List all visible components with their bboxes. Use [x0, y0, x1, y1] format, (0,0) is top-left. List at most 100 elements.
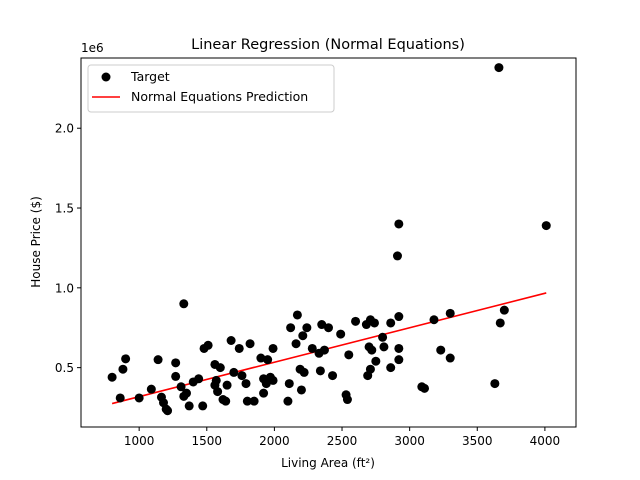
data-point — [286, 323, 296, 333]
data-point — [211, 375, 221, 385]
x-tick-label: 2000 — [259, 434, 290, 448]
data-point — [179, 299, 189, 309]
data-point — [249, 396, 259, 406]
data-point — [394, 312, 404, 322]
data-point — [319, 345, 329, 355]
data-point — [490, 379, 500, 389]
data-point — [494, 63, 504, 73]
data-point — [495, 318, 505, 328]
data-point — [394, 355, 404, 365]
data-point — [237, 371, 247, 381]
data-point — [283, 396, 293, 406]
data-point — [429, 315, 439, 325]
legend-prediction-label: Normal Equations Prediction — [131, 89, 308, 104]
data-point — [242, 396, 252, 406]
plot-area — [81, 58, 576, 427]
data-point — [324, 323, 333, 333]
legend-box — [87, 64, 335, 113]
data-point — [171, 358, 181, 368]
data-point — [369, 318, 379, 328]
data-point — [386, 363, 396, 373]
data-point — [234, 343, 244, 353]
data-point — [386, 318, 396, 328]
data-point — [261, 379, 271, 389]
y-tick-label: 1.0 — [55, 281, 74, 295]
x-axis-label: Living Area (ft²) — [281, 456, 375, 470]
x-tick-label: 2500 — [327, 434, 358, 448]
data-point — [221, 396, 231, 406]
data-point — [292, 310, 302, 320]
legend-target-marker — [101, 72, 111, 82]
data-point — [420, 383, 430, 393]
data-point — [342, 395, 352, 405]
data-point — [541, 221, 551, 231]
data-point — [256, 353, 266, 363]
data-point — [163, 406, 173, 416]
data-point — [296, 385, 306, 395]
data-point — [241, 379, 251, 389]
data-point — [328, 371, 338, 381]
y-tick-label: 0.5 — [55, 361, 74, 375]
legend-target-label: Target — [130, 69, 170, 84]
y-axis-offset-label: 1e6 — [81, 41, 104, 55]
data-point — [107, 372, 117, 382]
data-point — [263, 355, 273, 365]
data-point — [298, 331, 308, 341]
data-point — [222, 380, 232, 390]
data-point — [302, 323, 312, 333]
data-point — [245, 339, 255, 349]
data-point — [198, 401, 208, 411]
x-tick-label: 4000 — [530, 434, 561, 448]
x-tick-label: 3000 — [394, 434, 425, 448]
data-point — [153, 355, 163, 365]
y-tick-label: 2.0 — [55, 122, 74, 136]
data-point — [436, 345, 446, 355]
legend: Target Normal Equations Prediction — [87, 64, 335, 113]
data-point — [367, 345, 377, 355]
data-point — [499, 305, 509, 315]
scatter-points-layer — [107, 63, 551, 416]
data-point — [181, 388, 191, 398]
data-point — [307, 343, 317, 353]
data-point — [291, 339, 301, 349]
data-point — [268, 343, 278, 353]
y-axis-label: House Price ($) — [29, 196, 43, 288]
data-point — [284, 379, 294, 389]
data-point — [259, 388, 269, 398]
data-point — [392, 251, 402, 261]
x-tick-label: 3500 — [462, 434, 493, 448]
data-point — [226, 336, 236, 345]
data-point — [115, 393, 125, 403]
data-point — [336, 329, 346, 339]
data-point — [371, 356, 381, 366]
data-point — [365, 364, 375, 374]
data-point — [445, 308, 455, 318]
x-tick-label: 1500 — [192, 434, 223, 448]
data-point — [299, 367, 309, 377]
data-point — [194, 374, 204, 384]
data-point — [317, 320, 327, 330]
data-point — [394, 343, 404, 353]
data-point — [268, 375, 278, 385]
x-tick-label: 1000 — [124, 434, 155, 448]
data-point — [121, 354, 131, 364]
data-point — [394, 219, 404, 229]
data-point — [215, 363, 225, 373]
data-point — [171, 371, 181, 381]
axis-ticks: 1000 1500 2000 2500 3000 3500 4000 0.5 1.0 1.5 2.0 — [55, 122, 560, 448]
data-point — [344, 350, 354, 360]
chart-title: Linear Regression (Normal Equations) — [191, 37, 465, 53]
data-point — [445, 353, 455, 363]
data-point — [146, 384, 156, 394]
data-point — [176, 382, 186, 392]
data-point — [379, 342, 389, 352]
data-point — [184, 401, 194, 411]
data-point — [315, 366, 325, 376]
data-point — [229, 367, 239, 377]
data-point — [134, 393, 144, 403]
data-point — [118, 364, 128, 374]
y-tick-label: 1.5 — [55, 202, 74, 216]
data-point — [378, 332, 388, 342]
data-point — [351, 316, 361, 326]
